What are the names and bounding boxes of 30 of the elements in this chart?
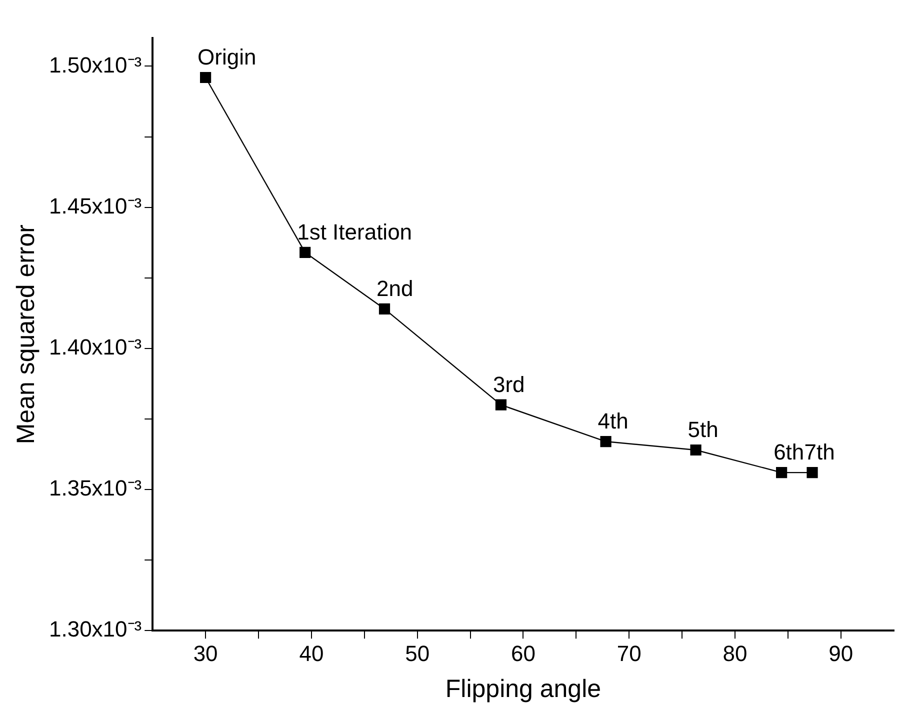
x-tick-label: 80 bbox=[722, 640, 748, 666]
x-tick-label: 60 bbox=[510, 640, 536, 666]
x-tick-label: 90 bbox=[828, 640, 854, 666]
annotation: 4th bbox=[598, 408, 628, 434]
x-tick-label: 30 bbox=[193, 640, 218, 666]
y-tick-label: 1.35x10⁻³ bbox=[48, 476, 142, 501]
annotation: 2nd bbox=[376, 276, 414, 301]
point bbox=[378, 303, 390, 314]
annotation: 6th bbox=[774, 440, 804, 465]
annotation: 5th bbox=[688, 417, 718, 442]
point bbox=[495, 399, 507, 410]
point bbox=[776, 467, 788, 478]
annotation: 1st Iteration bbox=[297, 220, 412, 245]
point bbox=[300, 246, 311, 258]
x-tick-label: 40 bbox=[299, 640, 324, 666]
x-tick-label: 70 bbox=[616, 640, 642, 666]
y-tick-label: 1.40x10⁻³ bbox=[48, 334, 142, 360]
annotation: Origin bbox=[198, 44, 256, 70]
point bbox=[806, 467, 818, 478]
point bbox=[200, 72, 212, 84]
y-tick-label: 1.45x10⁻³ bbox=[48, 193, 142, 218]
x-tick-label: 50 bbox=[405, 640, 430, 666]
annotation: 3rd bbox=[492, 372, 525, 397]
point bbox=[600, 436, 612, 448]
x-axis-title: Flipping angle bbox=[445, 674, 602, 703]
y-tick-label: 1.30x10⁻³ bbox=[48, 616, 142, 642]
annotation: 7th bbox=[804, 440, 835, 465]
point bbox=[690, 444, 702, 456]
y-axis-title: Mean squared error bbox=[12, 224, 40, 444]
y-tick-label: 1.50x10⁻³ bbox=[48, 52, 142, 78]
